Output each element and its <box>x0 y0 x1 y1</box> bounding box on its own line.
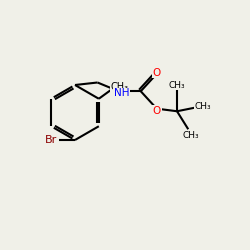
Text: CH₃: CH₃ <box>169 80 185 90</box>
Text: O: O <box>153 68 161 78</box>
Text: CH₃: CH₃ <box>195 102 212 111</box>
Text: CH₃: CH₃ <box>110 82 129 92</box>
Text: NH: NH <box>114 88 130 98</box>
Text: CH₃: CH₃ <box>182 130 199 140</box>
Text: O: O <box>153 106 161 116</box>
Text: Br: Br <box>44 135 57 145</box>
